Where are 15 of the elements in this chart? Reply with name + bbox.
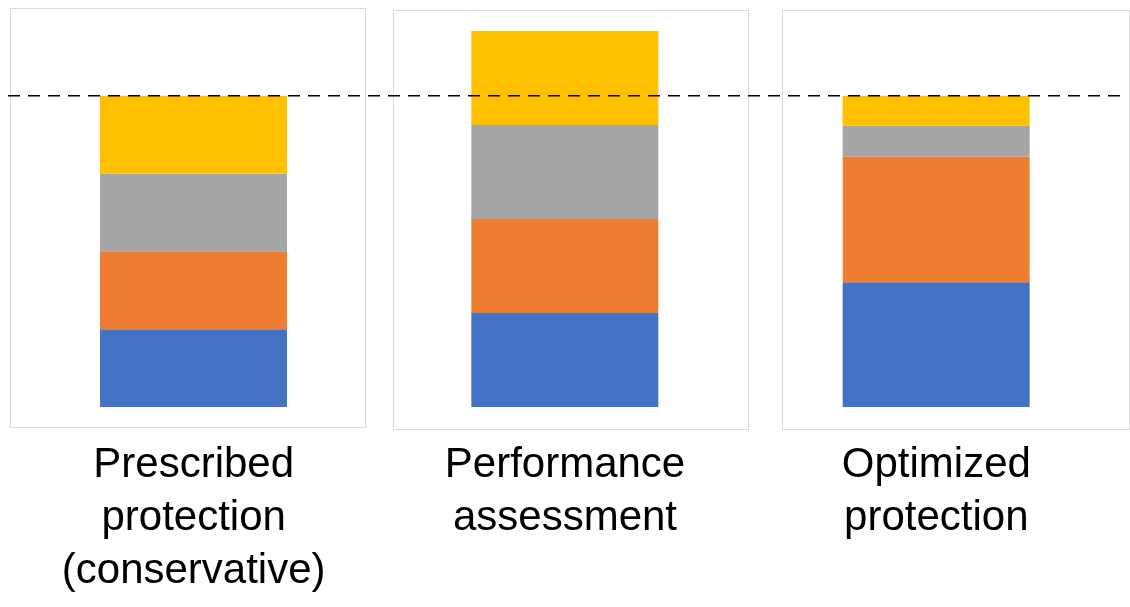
bar — [100, 251, 287, 330]
bar — [100, 173, 287, 252]
x-tick-label: Performance assessment — [444, 439, 686, 539]
bar — [842, 282, 1030, 407]
bar — [471, 31, 659, 125]
bar — [100, 329, 287, 407]
bar — [842, 125, 1030, 157]
x-tick-label: Optimized protection — [841, 439, 1031, 539]
x-tick-label: Prescribed protection (conservative) — [61, 439, 326, 592]
bar — [471, 125, 659, 219]
bar — [842, 156, 1030, 283]
bar — [842, 95, 1030, 126]
bar — [471, 313, 659, 407]
bar — [100, 95, 287, 174]
bar — [471, 219, 659, 313]
